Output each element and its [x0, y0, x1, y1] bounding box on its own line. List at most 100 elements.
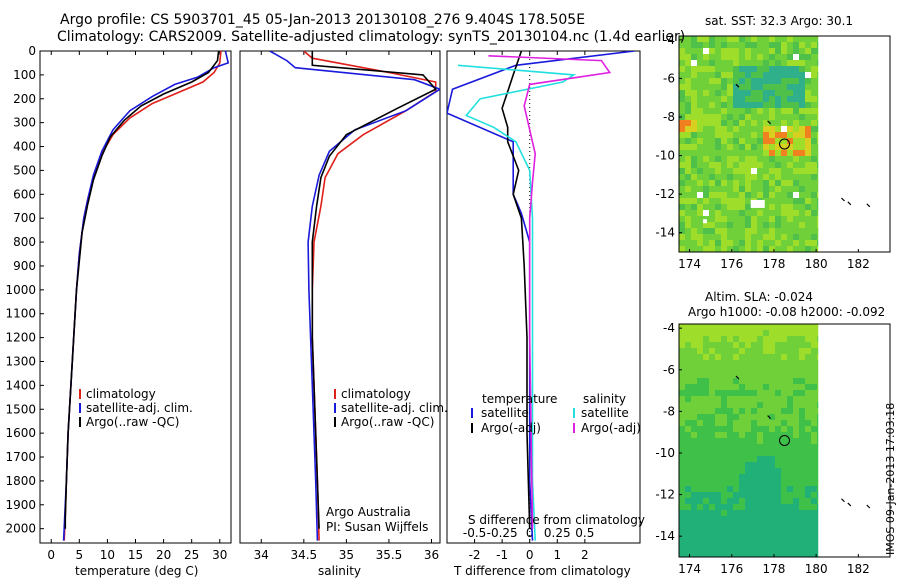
heatmap-cell: [769, 156, 775, 162]
heatmap-cell: [787, 114, 793, 120]
heatmap-cell: [679, 342, 685, 348]
heatmap-cell: [703, 450, 709, 456]
heatmap-cell: [751, 444, 757, 450]
heatmap-cell: [805, 222, 811, 228]
heatmap-cell: [715, 192, 721, 198]
heatmap-cell: [805, 438, 811, 444]
heatmap-cell: [745, 48, 751, 54]
heatmap-cell: [787, 120, 793, 126]
heatmap-cell: [763, 420, 769, 426]
heatmap-cell: [727, 474, 733, 480]
heatmap-cell: [769, 342, 775, 348]
heatmap-cell: [805, 192, 811, 198]
heatmap-cell: [799, 324, 805, 330]
heatmap-cell: [775, 456, 781, 462]
heatmap-cell: [721, 138, 727, 144]
heatmap-cell: [691, 354, 697, 360]
heatmap-cell: [703, 426, 709, 432]
heatmap-cell: [745, 378, 751, 384]
heatmap-cell: [793, 72, 799, 78]
heatmap-cell: [781, 402, 787, 408]
heatmap-cell: [793, 240, 799, 246]
heatmap-cell: [727, 42, 733, 48]
heatmap-cell: [721, 540, 727, 546]
heatmap-cell: [727, 138, 733, 144]
heatmap-cell: [763, 144, 769, 150]
heatmap-cell: [679, 48, 685, 54]
heatmap-cell: [703, 546, 709, 552]
heatmap-cell: [805, 90, 811, 96]
heatmap-cell: [745, 492, 751, 498]
heatmap-cell: [709, 486, 715, 492]
heatmap-cell: [727, 360, 733, 366]
heatmap-cell: [721, 444, 727, 450]
heatmap-cell: [769, 396, 775, 402]
heatmap-cell: [769, 540, 775, 546]
heatmap-cell: [781, 228, 787, 234]
heatmap-cell: [691, 432, 697, 438]
heatmap-cell: [793, 468, 799, 474]
temperature-ytick-label: 1300: [5, 354, 36, 368]
heatmap-cell: [739, 342, 745, 348]
heatmap-cell: [739, 132, 745, 138]
heatmap-cell: [811, 120, 817, 126]
heatmap-cell: [703, 522, 709, 528]
temperature-ytick-label: 1000: [5, 283, 36, 297]
heatmap-cell: [811, 474, 817, 480]
heatmap-cell: [769, 210, 775, 216]
heatmap-cell: [793, 396, 799, 402]
heatmap-cell: [691, 150, 697, 156]
heatmap-cell: [685, 66, 691, 72]
heatmap-cell: [763, 444, 769, 450]
heatmap-cell: [751, 540, 757, 546]
heatmap-cell: [691, 414, 697, 420]
heatmap-cell: [775, 192, 781, 198]
heatmap-cell: [709, 126, 715, 132]
heatmap-cell: [811, 198, 817, 204]
heatmap-cell: [691, 84, 697, 90]
heatmap-cell: [733, 474, 739, 480]
heatmap-cell: [769, 48, 775, 54]
heatmap-cell: [733, 552, 739, 557]
heatmap-cell: [763, 66, 769, 72]
heatmap-cell: [721, 468, 727, 474]
heatmap-cell: [745, 402, 751, 408]
heatmap-cell: [697, 180, 703, 186]
heatmap-cell: [685, 354, 691, 360]
heatmap-cell: [817, 120, 819, 126]
heatmap-cell: [817, 372, 819, 378]
heatmap-cell: [721, 516, 727, 522]
heatmap-cell: [691, 198, 697, 204]
heatmap-cell: [805, 36, 811, 42]
heatmap-cell: [691, 342, 697, 348]
heatmap-cell: [745, 534, 751, 540]
heatmap-cell: [793, 390, 799, 396]
heatmap-cell: [799, 330, 805, 336]
heatmap-cell: [697, 450, 703, 456]
temperature-ytick-label: 900: [13, 259, 36, 273]
heatmap-cell: [691, 366, 697, 372]
heatmap-cell: [745, 444, 751, 450]
heatmap-cell: [697, 498, 703, 504]
sla_map-island-mark: [847, 502, 852, 507]
heatmap-cell: [787, 144, 793, 150]
heatmap-cell: [751, 420, 757, 426]
heatmap-cell: [751, 468, 757, 474]
heatmap-cell: [733, 126, 739, 132]
heatmap-cell: [751, 426, 757, 432]
heatmap-cell: [805, 150, 811, 156]
heatmap-cell: [727, 438, 733, 444]
heatmap-cell: [679, 66, 685, 72]
heatmap-cell: [811, 450, 817, 456]
heatmap-cell: [811, 432, 817, 438]
heatmap-cell: [721, 126, 727, 132]
heatmap-cell: [691, 48, 697, 54]
heatmap-cell: [775, 540, 781, 546]
heatmap-cell: [787, 504, 793, 510]
heatmap-cell: [691, 138, 697, 144]
heatmap-cell: [781, 444, 787, 450]
heatmap-cell: [781, 174, 787, 180]
heatmap-cell: [763, 174, 769, 180]
heatmap-cell: [745, 498, 751, 504]
temperature-ytick-label: 1900: [5, 498, 36, 512]
